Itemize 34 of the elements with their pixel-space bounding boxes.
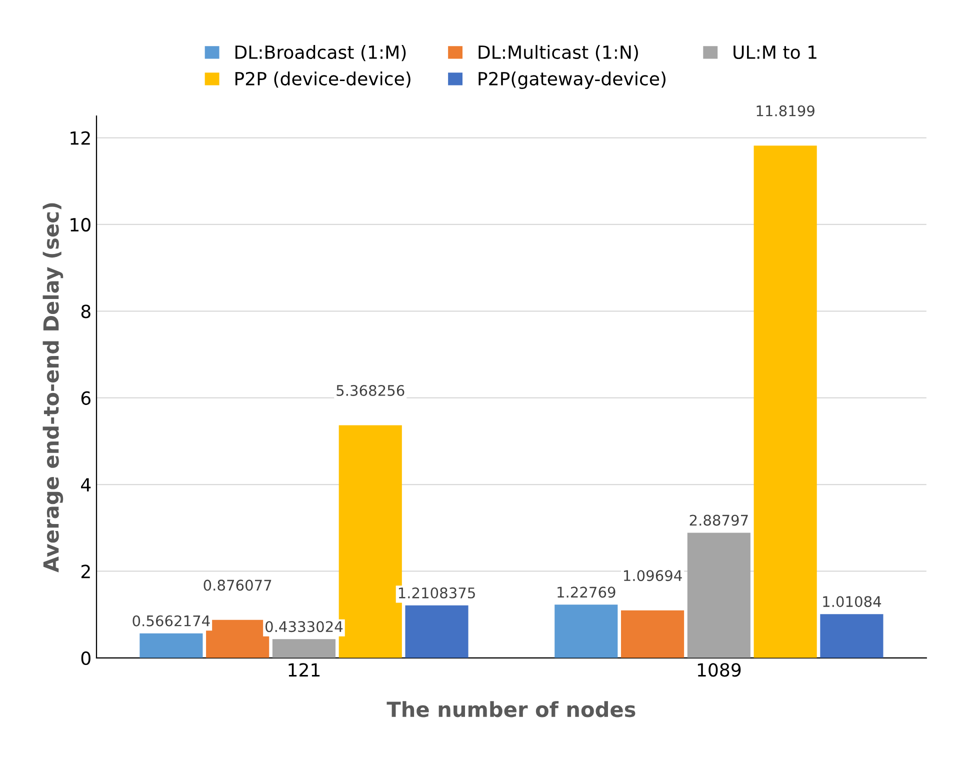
- y-tick-label: 4: [81, 478, 91, 492]
- data-label: 2.88797: [690, 514, 748, 526]
- bar: [140, 633, 203, 658]
- data-label: 0.4333024: [266, 621, 343, 632]
- legend-label: P2P(gateway-device): [478, 72, 666, 90]
- legend-label: DL:Multicast (1:N): [478, 45, 638, 62]
- data-label: 11.8199: [756, 105, 814, 116]
- bar: [272, 639, 336, 658]
- x-tick-label: 1089: [698, 663, 741, 677]
- x-tick-label: 121: [288, 663, 320, 676]
- x-axis-title: The number of nodes: [386, 701, 636, 718]
- y-tick-label: 8: [81, 304, 90, 318]
- y-axis-title: Average end-to-end Delay (sec): [42, 203, 64, 572]
- legend-label: P2P (device-device): [235, 72, 410, 88]
- bar: [820, 614, 884, 658]
- data-label: 0.5662174: [132, 615, 210, 626]
- data-label: 5.368256: [336, 384, 404, 396]
- data-label: 0.876077: [204, 580, 272, 591]
- data-label: 1.22769: [558, 586, 616, 598]
- bar: [405, 605, 468, 658]
- y-tick-label: 12: [70, 131, 90, 145]
- bar: [754, 146, 817, 658]
- bar: [554, 604, 618, 658]
- data-label: 1.09694: [624, 570, 682, 582]
- bar: [687, 532, 750, 658]
- y-tick-label: 10: [70, 218, 90, 232]
- data-label: 1.2108375: [398, 587, 475, 598]
- legend-label: DL:Broadcast (1:M): [235, 45, 406, 62]
- legend-label: UL:M to 1: [734, 46, 816, 60]
- bar: [620, 610, 684, 658]
- y-tick-label: 6: [81, 391, 90, 405]
- y-tick-label: 0: [81, 651, 90, 666]
- data-label: 1.01084: [823, 596, 882, 608]
- y-tick-label: 2: [81, 564, 90, 578]
